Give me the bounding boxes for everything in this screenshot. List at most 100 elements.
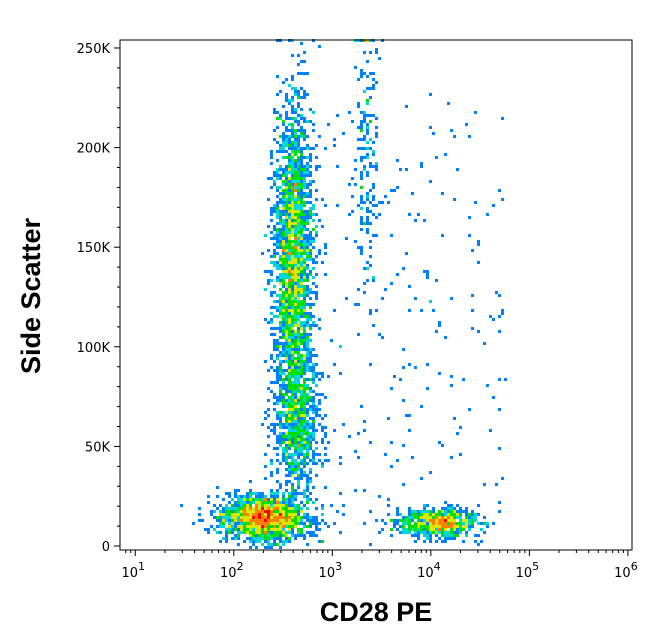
density-dot	[285, 438, 288, 441]
density-dot	[300, 303, 303, 306]
density-dot	[291, 228, 294, 231]
density-dot	[468, 519, 471, 522]
density-dot	[378, 333, 381, 336]
density-dot	[402, 531, 405, 534]
density-dot	[297, 186, 300, 189]
density-dot	[291, 255, 294, 258]
density-dot	[321, 393, 324, 396]
density-dot	[273, 492, 276, 495]
density-dot	[300, 117, 303, 120]
density-dot	[237, 522, 240, 525]
density-dot	[366, 261, 369, 264]
density-dot	[291, 294, 294, 297]
density-dot	[291, 96, 294, 99]
density-dot	[453, 525, 456, 528]
density-dot	[414, 366, 417, 369]
density-dot	[240, 528, 243, 531]
density-dot	[423, 507, 426, 510]
density-dot	[294, 366, 297, 369]
density-dot	[243, 498, 246, 501]
density-dot	[312, 453, 315, 456]
density-dot	[270, 150, 273, 153]
density-dot	[303, 474, 306, 477]
density-dot	[282, 234, 285, 237]
density-dot	[501, 198, 504, 201]
density-dot	[291, 453, 294, 456]
density-dot	[309, 426, 312, 429]
density-dot	[447, 507, 450, 510]
density-dot	[300, 147, 303, 150]
density-dot	[273, 207, 276, 210]
density-dot	[297, 216, 300, 219]
density-dot	[270, 495, 273, 498]
density-dot	[297, 504, 300, 507]
density-dot	[309, 366, 312, 369]
density-dot	[477, 240, 480, 243]
density-dot	[219, 519, 222, 522]
density-dot	[255, 546, 258, 549]
density-dot	[234, 507, 237, 510]
density-dot	[258, 510, 261, 513]
density-dot	[285, 504, 288, 507]
density-dot	[291, 408, 294, 411]
density-dot	[297, 90, 300, 93]
density-dot	[300, 42, 303, 45]
density-dot	[282, 495, 285, 498]
density-dot	[291, 327, 294, 330]
density-dot	[291, 393, 294, 396]
density-dot	[426, 273, 429, 276]
density-dot	[312, 486, 315, 489]
density-dot	[468, 528, 471, 531]
density-dot	[282, 504, 285, 507]
density-dot	[291, 165, 294, 168]
density-dot	[402, 483, 405, 486]
density-dot	[285, 435, 288, 438]
density-dot	[285, 513, 288, 516]
density-dot	[282, 540, 285, 543]
density-dot	[438, 441, 441, 444]
density-dot	[366, 153, 369, 156]
density-dot	[288, 162, 291, 165]
density-dot	[303, 204, 306, 207]
density-dot	[306, 72, 309, 75]
density-dot	[303, 309, 306, 312]
density-dot	[429, 531, 432, 534]
density-dot	[306, 414, 309, 417]
density-dot	[291, 225, 294, 228]
density-dot	[294, 246, 297, 249]
x-tick-exponent: 1	[138, 560, 145, 573]
density-dot	[297, 369, 300, 372]
density-dot	[300, 534, 303, 537]
density-dot	[297, 207, 300, 210]
density-dot	[291, 381, 294, 384]
density-dot	[240, 507, 243, 510]
density-dot	[303, 387, 306, 390]
density-dot	[288, 207, 291, 210]
density-dot	[300, 177, 303, 180]
density-dot	[285, 468, 288, 471]
density-dot	[249, 498, 252, 501]
density-dot	[279, 435, 282, 438]
density-dot	[360, 174, 363, 177]
density-dot	[426, 519, 429, 522]
density-dot	[294, 270, 297, 273]
density-dot	[375, 162, 378, 165]
density-dot	[450, 537, 453, 540]
density-dot	[225, 492, 228, 495]
density-dot	[270, 390, 273, 393]
density-dot	[351, 120, 354, 123]
density-dot	[291, 456, 294, 459]
density-dot	[246, 495, 249, 498]
density-dot	[300, 315, 303, 318]
density-dot	[294, 222, 297, 225]
density-dot	[300, 510, 303, 513]
density-dot	[297, 510, 300, 513]
density-dot	[363, 120, 366, 123]
density-dot	[453, 513, 456, 516]
density-dot	[306, 399, 309, 402]
density-dot	[294, 444, 297, 447]
density-dot	[306, 234, 309, 237]
density-dot	[354, 489, 357, 492]
density-dot	[243, 528, 246, 531]
density-dot	[273, 171, 276, 174]
